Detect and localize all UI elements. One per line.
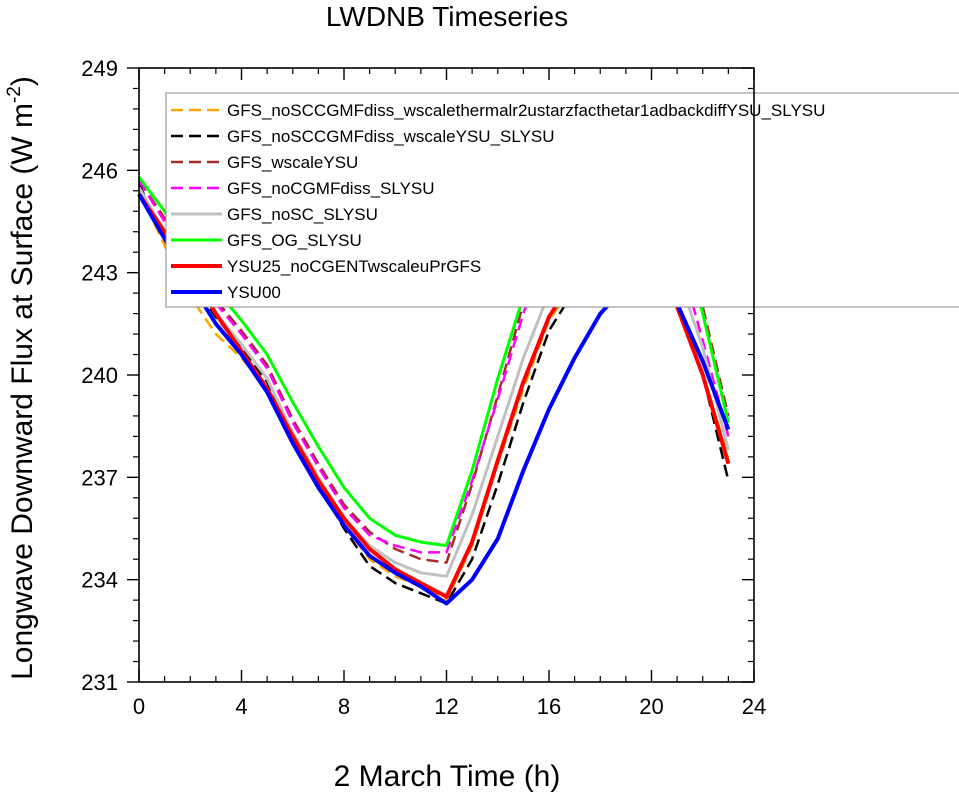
y-tick-label: 246: [81, 158, 118, 183]
legend-label: GFS_noSCCGMFdiss_wscaleYSU_SLYSU: [227, 127, 555, 146]
legend-label: GFS_OG_SLYSU: [227, 231, 362, 250]
y-tick-label: 243: [81, 261, 118, 286]
x-tick-label: 8: [338, 694, 350, 719]
legend-label: YSU00: [227, 283, 281, 302]
plot-frame: [138, 67, 755, 683]
legend-label: GFS_noSCCGMFdiss_wscalethermalr2ustarzfa…: [227, 101, 825, 120]
legend-label: YSU25_noCGENTwscaleuPrGFS: [227, 257, 481, 276]
x-tick-label: 16: [537, 694, 561, 719]
x-tick-label: 12: [434, 694, 458, 719]
y-tick-label: 237: [81, 465, 118, 490]
x-tick-label: 4: [235, 694, 247, 719]
legend-label: GFS_wscaleYSU: [227, 153, 358, 172]
y-tick-label: 234: [81, 568, 118, 593]
legend-box: [165, 92, 959, 308]
series-line-4: [137, 179, 730, 554]
y-tick-label: 231: [81, 670, 118, 695]
y-axis-title-exponent: -2: [4, 86, 25, 103]
x-tick-label: 0: [133, 694, 145, 719]
y-tick-label: 249: [81, 56, 118, 81]
legend-label: GFS_noCGMFdiss_SLYSU: [227, 179, 435, 198]
y-tick-label: 240: [81, 363, 118, 388]
y-axis-title-main: Longwave Downward Flux at Surface (W m: [6, 103, 39, 680]
y-axis-title-close: ): [6, 76, 39, 86]
chart-title: LWDNB Timeseries: [326, 1, 568, 32]
y-axis-title: Longwave Downward Flux at Surface (W m-2…: [4, 76, 39, 680]
legend-label: GFS_noSC_SLYSU: [227, 205, 378, 224]
x-tick-label: 24: [742, 694, 766, 719]
legend: GFS_noSCCGMFdiss_wscalethermalr2ustarzfa…: [165, 92, 959, 308]
x-tick-label: 20: [639, 694, 663, 719]
x-axis-title: 2 March Time (h): [334, 760, 561, 793]
